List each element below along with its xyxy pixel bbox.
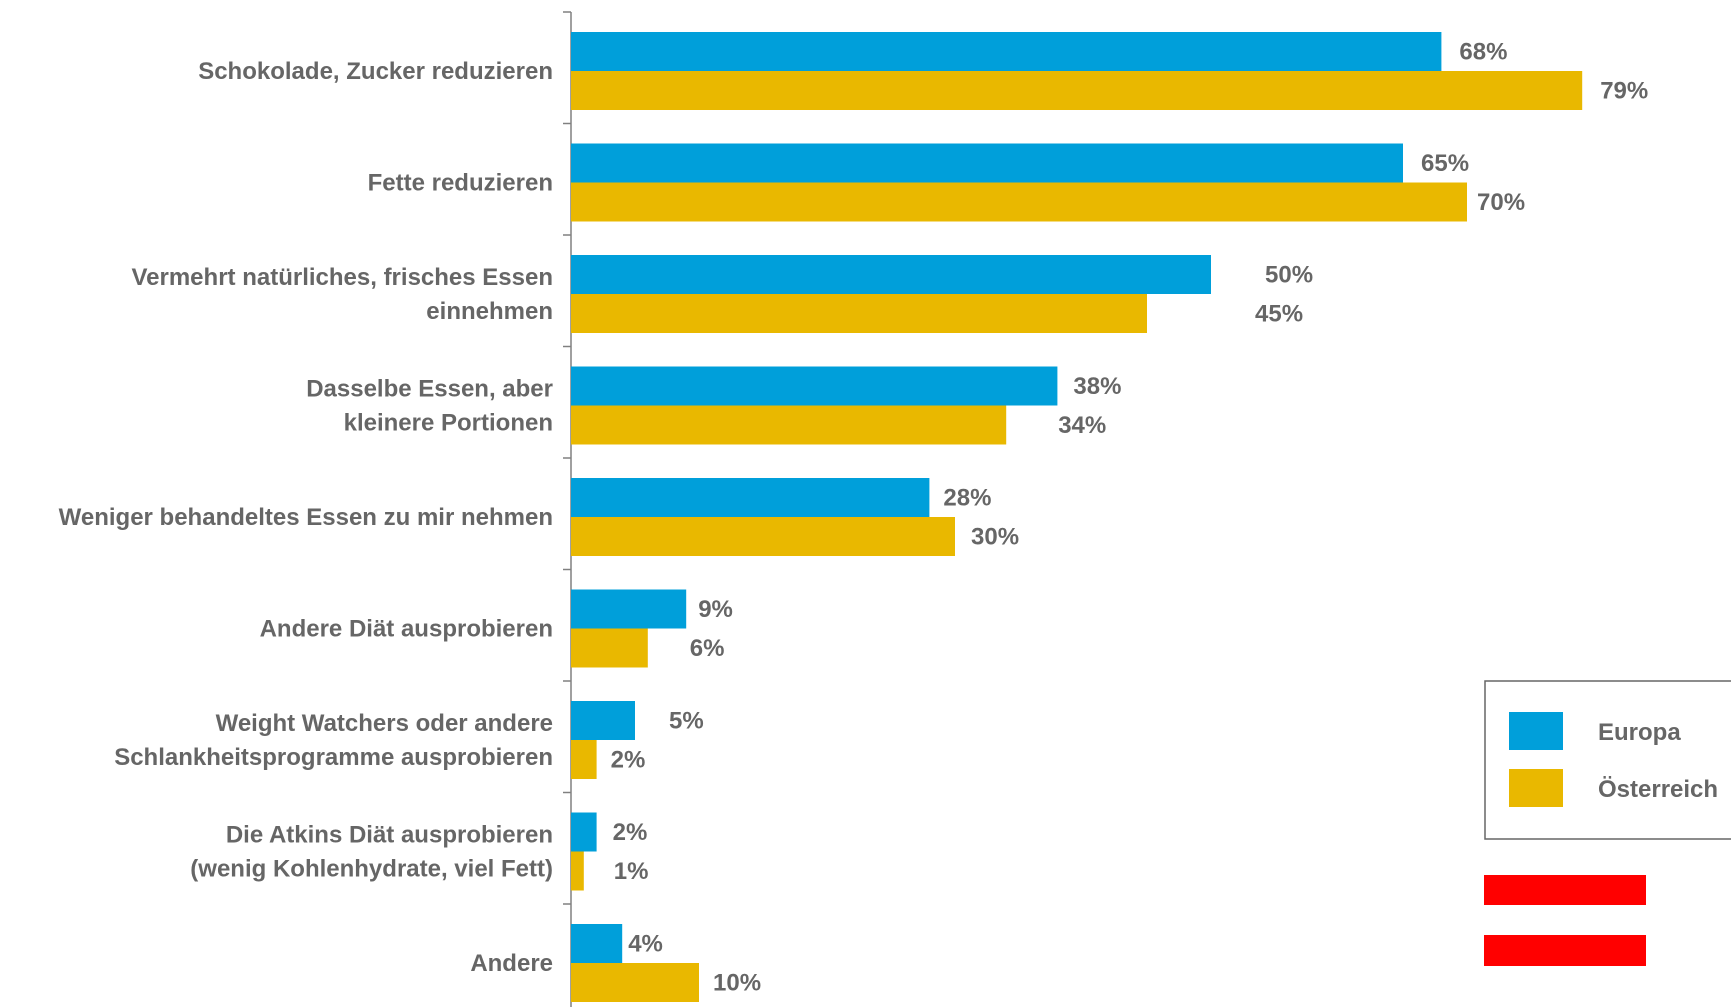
legend-swatch <box>1509 769 1563 807</box>
category-label: Dasselbe Essen, aber <box>306 376 553 403</box>
category-label: Andere Diät ausprobieren <box>260 616 553 643</box>
value-label: 9% <box>698 596 733 623</box>
value-label: 5% <box>669 708 704 735</box>
bar-oesterreich <box>571 628 648 668</box>
value-label: 68% <box>1459 39 1507 66</box>
category-label: Fette reduzieren <box>368 170 553 197</box>
category-label: Andere <box>470 950 553 977</box>
flag-stripe-middle <box>1484 905 1646 935</box>
value-label: 2% <box>611 747 646 774</box>
category-label: Vermehrt natürliches, frisches Essen <box>131 264 553 291</box>
value-label: 45% <box>1255 301 1303 328</box>
bar-oesterreich <box>571 740 597 779</box>
category-label: kleinere Portionen <box>344 410 553 437</box>
value-label: 2% <box>613 819 648 846</box>
category-label: Die Atkins Diät ausprobieren <box>226 822 553 849</box>
legend-box <box>1484 680 1731 840</box>
bar-europa <box>571 589 687 629</box>
legend-label: Österreich <box>1598 776 1718 803</box>
flag-stripe-top <box>1484 875 1646 905</box>
bar-oesterreich <box>571 517 955 556</box>
bar-oesterreich <box>571 71 1583 110</box>
category-label: Schlankheitsprogramme ausprobieren <box>114 744 553 771</box>
bar-europa <box>571 32 1442 71</box>
category-label: Weniger behandeltes Essen zu mir nehmen <box>59 504 553 531</box>
bar-europa <box>571 478 930 517</box>
legend: Europa Österreich <box>1484 680 1731 840</box>
bar-europa <box>571 255 1211 294</box>
category-label: Schokolade, Zucker reduzieren <box>198 58 553 85</box>
bar-europa <box>571 366 1058 406</box>
category-label: Weight Watchers oder andere <box>216 710 553 737</box>
flag-stripe-bottom <box>1484 935 1646 966</box>
bar-europa <box>571 701 635 740</box>
value-label: 30% <box>971 524 1019 551</box>
category-axis <box>563 11 572 1007</box>
category-label: einnehmen <box>426 298 553 325</box>
value-label: 50% <box>1265 262 1313 289</box>
value-labels: 68% 79% 65% 70% 50% 45% 38% 34% 28% 30% 9% 6% 5% 2% 2%… <box>611 39 1649 997</box>
value-label: 70% <box>1477 189 1525 216</box>
bar-europa <box>571 812 597 852</box>
bar-oesterreich <box>571 294 1147 333</box>
value-label: 1% <box>614 858 649 885</box>
bar-oesterreich <box>571 963 699 1002</box>
bars <box>571 32 1583 1002</box>
bar-europa <box>571 143 1403 183</box>
austria-flag-icon <box>1484 875 1646 966</box>
value-label: 65% <box>1421 150 1469 177</box>
legend-swatch <box>1509 712 1563 750</box>
value-label: 28% <box>943 485 991 512</box>
value-label: 6% <box>690 635 725 662</box>
bar-europa <box>571 924 623 963</box>
bar-oesterreich <box>571 405 1007 445</box>
legend-label: Europa <box>1598 719 1681 746</box>
value-label: 10% <box>713 970 761 997</box>
value-label: 79% <box>1600 78 1648 105</box>
bar-oesterreich <box>571 182 1467 222</box>
value-label: 4% <box>628 931 663 958</box>
bar-oesterreich <box>571 851 584 891</box>
category-labels: Schokolade, Zucker reduzieren Fette reduz… <box>59 58 553 977</box>
value-label: 38% <box>1073 373 1121 400</box>
category-label: (wenig Kohlenhydrate, viel Fett) <box>190 856 553 883</box>
value-label: 34% <box>1058 412 1106 439</box>
